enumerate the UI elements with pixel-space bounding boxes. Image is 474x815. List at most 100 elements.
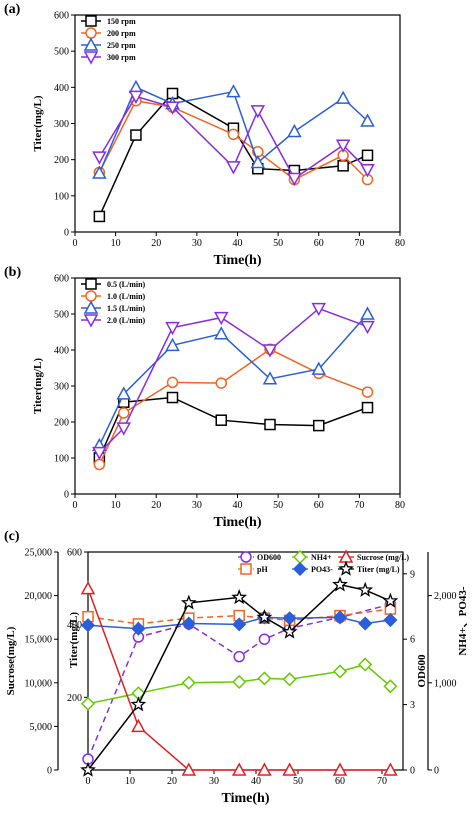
data-point [332, 664, 348, 679]
x-tick-label: 50 [273, 238, 283, 249]
data-point [80, 618, 96, 633]
legend-label: 250 rpm [107, 41, 136, 50]
ion-tick-label: 0 [434, 766, 439, 777]
data-point [93, 458, 106, 471]
data-point [116, 422, 132, 436]
titer-axis-title: Titer(mg/L) [68, 612, 80, 668]
x-tick-label: 10 [111, 238, 121, 249]
data-point [92, 151, 107, 165]
legend-marker [83, 37, 99, 51]
series-line [98, 313, 369, 446]
series-line [98, 396, 368, 459]
od-tick-label: 3 [410, 700, 415, 711]
x-tick-label: 40 [251, 776, 261, 787]
data-point [257, 671, 272, 686]
y-tick-label: 100 [54, 191, 69, 202]
series: 2.0 (L/min) [81, 302, 375, 461]
legend-marker [85, 27, 97, 39]
x-tick-label: 0 [86, 776, 91, 787]
y-tick-label: 400 [54, 346, 69, 357]
panel-label: (a) [4, 2, 21, 17]
data-point [130, 129, 142, 141]
data-point [181, 762, 197, 776]
data-point [118, 407, 130, 419]
ion-tick-label: 2,000 [434, 591, 457, 602]
series-line [98, 86, 369, 174]
data-point [180, 594, 197, 610]
data-point [215, 414, 227, 426]
legend-marker [85, 15, 97, 27]
y-tick-label: 100 [54, 454, 69, 465]
data-point [358, 616, 373, 631]
legend-label: 0.5 (L/min) [107, 280, 146, 289]
series: 150 rpm [81, 15, 374, 223]
legend-label: 200 rpm [107, 29, 136, 38]
data-point [361, 149, 374, 162]
data-point [213, 326, 229, 340]
series [80, 576, 399, 777]
data-point [92, 165, 107, 179]
x-tick-label: 50 [273, 500, 283, 511]
data-point [231, 762, 247, 776]
y-tick-label: 500 [54, 310, 69, 321]
legend-label: Sucrose (mg/L) [357, 553, 409, 562]
data-point [215, 377, 227, 389]
legend-marker [240, 551, 252, 563]
data-point [231, 589, 248, 605]
series: 300 rpm [81, 51, 375, 187]
data-point [258, 633, 271, 645]
sucrose-tick-label: 0 [47, 766, 52, 777]
legend-item: OD600 [238, 551, 281, 563]
data-point [361, 386, 374, 398]
legend-marker [338, 560, 354, 576]
data-point [166, 376, 179, 389]
data-point [93, 210, 106, 223]
series-line [87, 603, 391, 760]
data-point [383, 612, 398, 628]
legend-item: Sucrose (mg/L) [338, 549, 409, 563]
data-point [80, 696, 96, 711]
series-line [98, 95, 369, 180]
x-tick-label: 0 [73, 238, 78, 249]
panel-c: (c)0 10 20 30 40 50 60 70Time(h)05,00010,00015,… [4, 529, 469, 806]
y-tick-label: 500 [54, 47, 69, 58]
y-tick-label: 200 [54, 418, 69, 429]
data-point [227, 128, 240, 141]
legend-label: Titer (mg/L) [357, 565, 400, 574]
x-tick-label: 20 [167, 776, 177, 787]
data-point [383, 679, 398, 694]
data-point [80, 761, 96, 777]
data-point [131, 718, 146, 733]
data-point [335, 139, 351, 153]
data-point [313, 419, 325, 432]
legend-label: pH [257, 565, 268, 574]
legend-label: OD600 [257, 553, 281, 562]
y-axis-title: Titer(mg/L) [32, 358, 44, 414]
legend-marker [85, 290, 97, 302]
series [80, 581, 398, 776]
data-point [361, 401, 374, 414]
od-tick-label: 9 [410, 569, 415, 580]
series-line [98, 92, 368, 217]
data-point [226, 161, 241, 175]
panel-b: (b) 0 10 20 30 40 50 60 70 80 0 100 200 300 400 500 600 T… [4, 265, 405, 530]
legend-marker [240, 563, 252, 575]
data-point [332, 610, 348, 625]
y-tick-label: 300 [54, 382, 69, 393]
y-tick-label: 200 [54, 155, 69, 166]
data-point [226, 84, 241, 98]
x-tick-label: 70 [377, 776, 387, 787]
legend-label: 300 rpm [107, 53, 136, 62]
ion-axis-title: NH4+、PO43- [457, 586, 469, 656]
sucrose-tick-label: 15,000 [25, 635, 53, 646]
data-point [360, 320, 375, 335]
data-point [332, 576, 348, 592]
legend-marker [83, 314, 99, 328]
od-axis-title: OD600 [416, 654, 428, 688]
x-tick-label: 70 [354, 238, 364, 249]
data-point [250, 154, 266, 169]
data-point [287, 123, 302, 138]
x-tick-label: 80 [395, 500, 405, 511]
panel-label: (b) [4, 265, 21, 280]
